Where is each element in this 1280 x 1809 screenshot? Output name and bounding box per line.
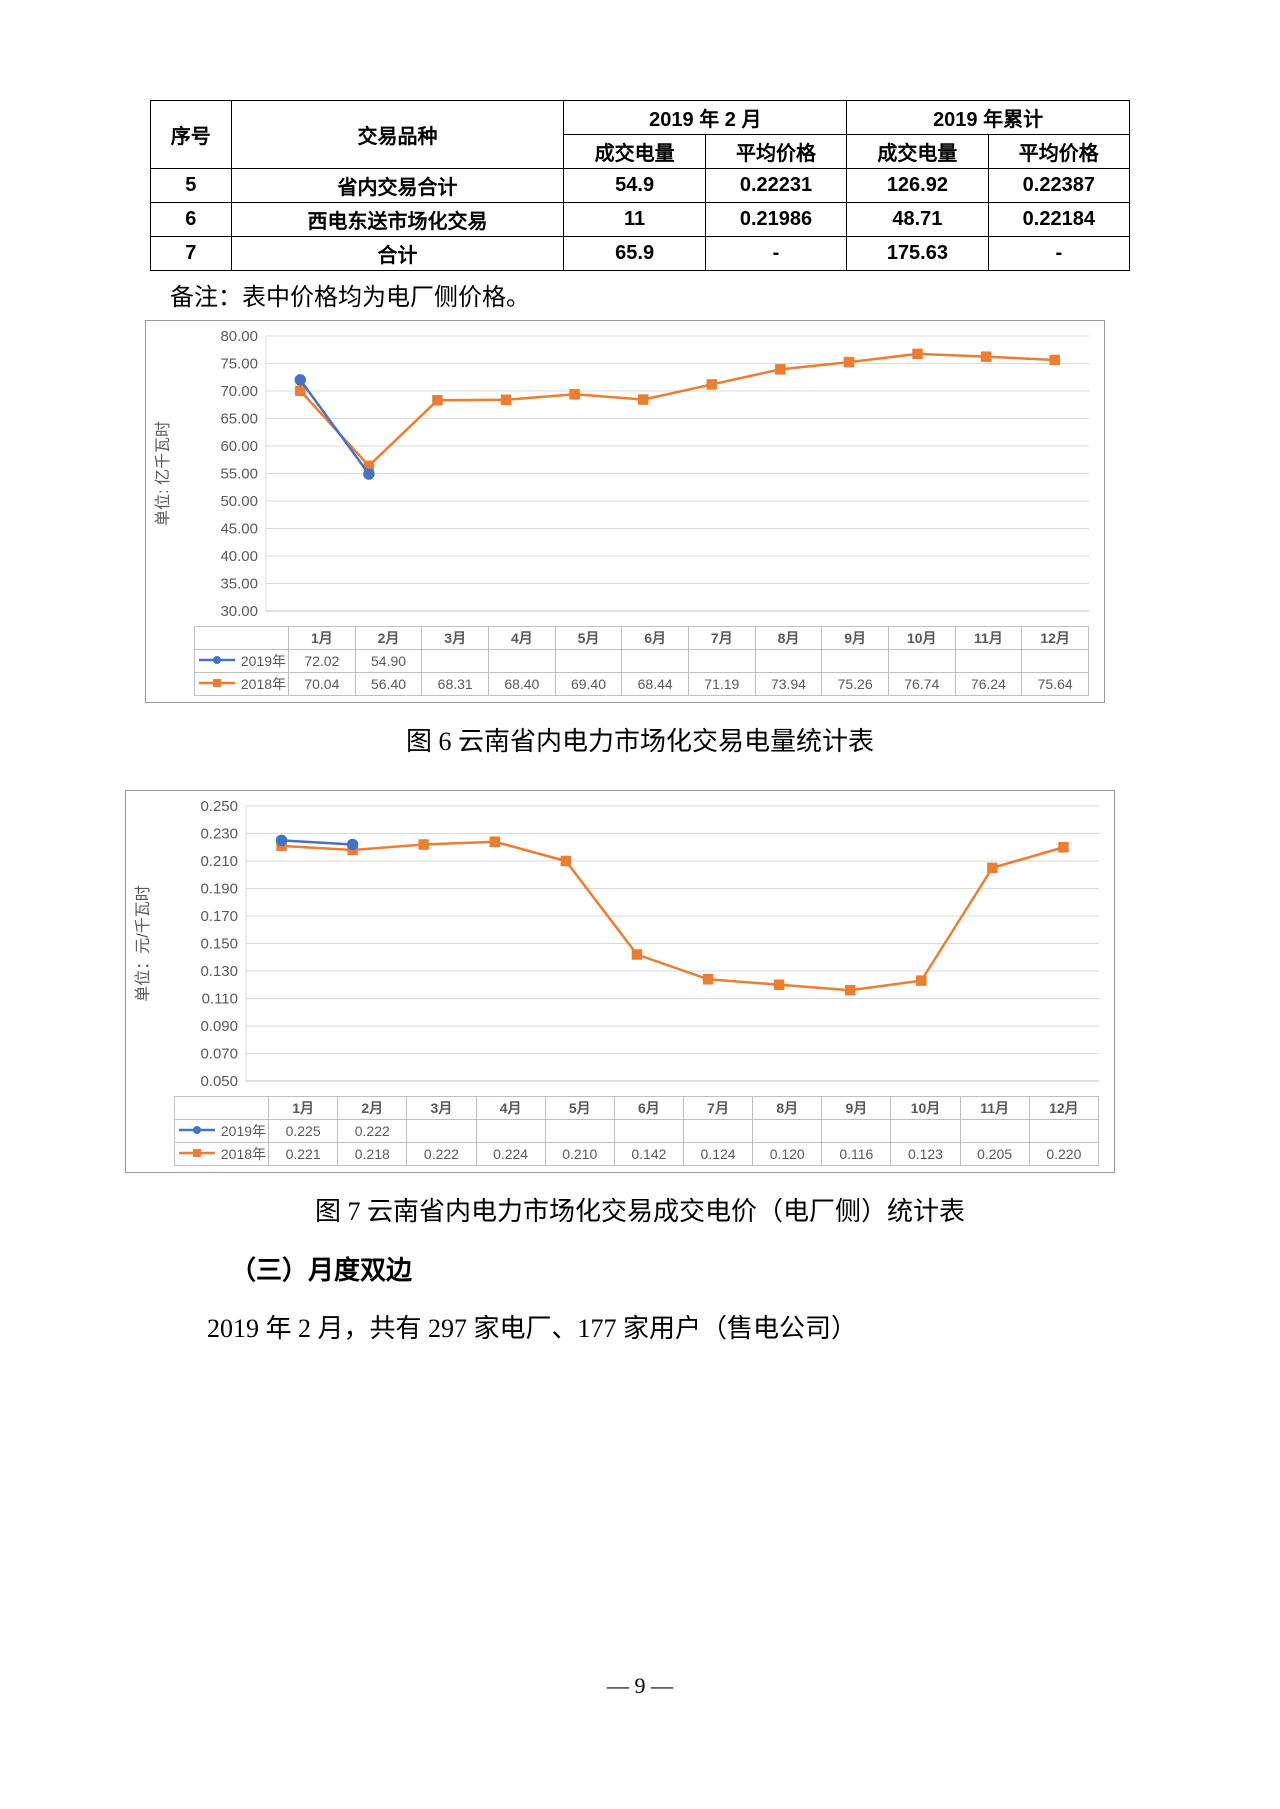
page-number: — 9 — — [0, 1673, 1280, 1699]
table-cell: 65.9 — [564, 237, 705, 271]
table-cell: 7 — [151, 237, 232, 271]
th-price2: 平均价格 — [988, 135, 1129, 169]
svg-text:70.00: 70.00 — [220, 383, 258, 400]
th-price1: 平均价格 — [705, 135, 846, 169]
figure-6: 30.00 35.00 40.00 45.00 50.00 55.00 60.00 65.00… — [145, 320, 1105, 703]
svg-text:60.00: 60.00 — [220, 438, 258, 455]
svg-text:75.00: 75.00 — [220, 356, 258, 373]
table-cell: - — [988, 237, 1129, 271]
svg-text:0.230: 0.230 — [200, 826, 238, 843]
th-seq: 序号 — [151, 101, 232, 169]
table-row: 6西电东送市场化交易110.2198648.710.22184 — [151, 203, 1130, 237]
table-cell: 0.21986 — [705, 203, 846, 237]
chart-svg: 30.00 35.00 40.00 45.00 50.00 55.00 60.00 65.00… — [146, 321, 1104, 621]
th-vol1: 成交电量 — [564, 135, 705, 169]
table-cell: 48.71 — [847, 203, 988, 237]
svg-text:55.00: 55.00 — [220, 466, 258, 483]
svg-text:45.00: 45.00 — [220, 521, 258, 538]
svg-text:0.110: 0.110 — [202, 991, 238, 1008]
chart-data-table: 1月2月3月4月5月6月7月8月9月10月11月12月 2019年0.2250.… — [174, 1096, 1099, 1166]
chart-data-table: 1月2月3月4月5月6月7月8月9月10月11月12月 2019年72.0254… — [194, 626, 1089, 696]
svg-text:0.150: 0.150 — [200, 936, 238, 953]
table-cell: 11 — [564, 203, 705, 237]
table-row: 5省内交易合计54.90.22231126.920.22387 — [151, 169, 1130, 203]
table-cell: 省内交易合计 — [231, 169, 564, 203]
table-cell: 54.9 — [564, 169, 705, 203]
table-cell: 合计 — [231, 237, 564, 271]
svg-text:30.00: 30.00 — [220, 603, 258, 620]
body-paragraph: 2019 年 2 月，共有 297 家电厂、177 家用户（售电公司） — [150, 1307, 1130, 1351]
summary-table: 序号 交易品种 2019 年 2 月 2019 年累计 成交电量 平均价格 成交… — [150, 100, 1130, 271]
svg-text:0.170: 0.170 — [200, 908, 238, 925]
figure-6-caption: 图 6 云南省内电力市场化交易电量统计表 — [150, 721, 1130, 758]
table-cell: 0.22184 — [988, 203, 1129, 237]
figure-7: 0.050 0.070 0.090 0.110 0.130 0.150 0.170 0.190… — [125, 790, 1115, 1173]
svg-text:单位: 亿千瓦时: 单位: 亿千瓦时 — [154, 421, 172, 526]
svg-text:0.190: 0.190 — [200, 881, 238, 898]
svg-text:65.00: 65.00 — [220, 411, 258, 428]
svg-text:40.00: 40.00 — [220, 548, 258, 565]
section-heading: （三）月度双边 — [150, 1250, 1130, 1287]
svg-text:0.090: 0.090 — [200, 1018, 238, 1035]
th-cum: 2019 年累计 — [847, 101, 1130, 135]
svg-text:单位：元/千瓦时: 单位：元/千瓦时 — [134, 885, 152, 1001]
svg-text:0.250: 0.250 — [200, 798, 238, 815]
document-page: 序号 交易品种 2019 年 2 月 2019 年累计 成交电量 平均价格 成交… — [0, 0, 1280, 1809]
figure-7-caption: 图 7 云南省内电力市场化交易成交电价（电厂侧）统计表 — [150, 1191, 1130, 1228]
svg-text:0.130: 0.130 — [200, 963, 238, 980]
svg-text:35.00: 35.00 — [220, 576, 258, 593]
table-cell: - — [705, 237, 846, 271]
svg-text:50.00: 50.00 — [220, 493, 258, 510]
table-cell: 0.22387 — [988, 169, 1129, 203]
table-cell: 5 — [151, 169, 232, 203]
table-cell: 6 — [151, 203, 232, 237]
table-cell: 西电东送市场化交易 — [231, 203, 564, 237]
svg-text:0.210: 0.210 — [200, 853, 238, 870]
th-feb: 2019 年 2 月 — [564, 101, 847, 135]
table-cell: 175.63 — [847, 237, 988, 271]
table-cell: 126.92 — [847, 169, 988, 203]
table-note: 备注：表中价格均为电厂侧价格。 — [150, 277, 1130, 312]
svg-text:80.00: 80.00 — [220, 328, 258, 345]
table-cell: 0.22231 — [705, 169, 846, 203]
svg-text:0.050: 0.050 — [200, 1073, 238, 1090]
chart-svg: 0.050 0.070 0.090 0.110 0.130 0.150 0.170 0.190… — [126, 791, 1114, 1091]
th-vol2: 成交电量 — [847, 135, 988, 169]
svg-text:0.070: 0.070 — [200, 1046, 238, 1063]
table-row: 7合计65.9-175.63- — [151, 237, 1130, 271]
th-type: 交易品种 — [231, 101, 564, 169]
